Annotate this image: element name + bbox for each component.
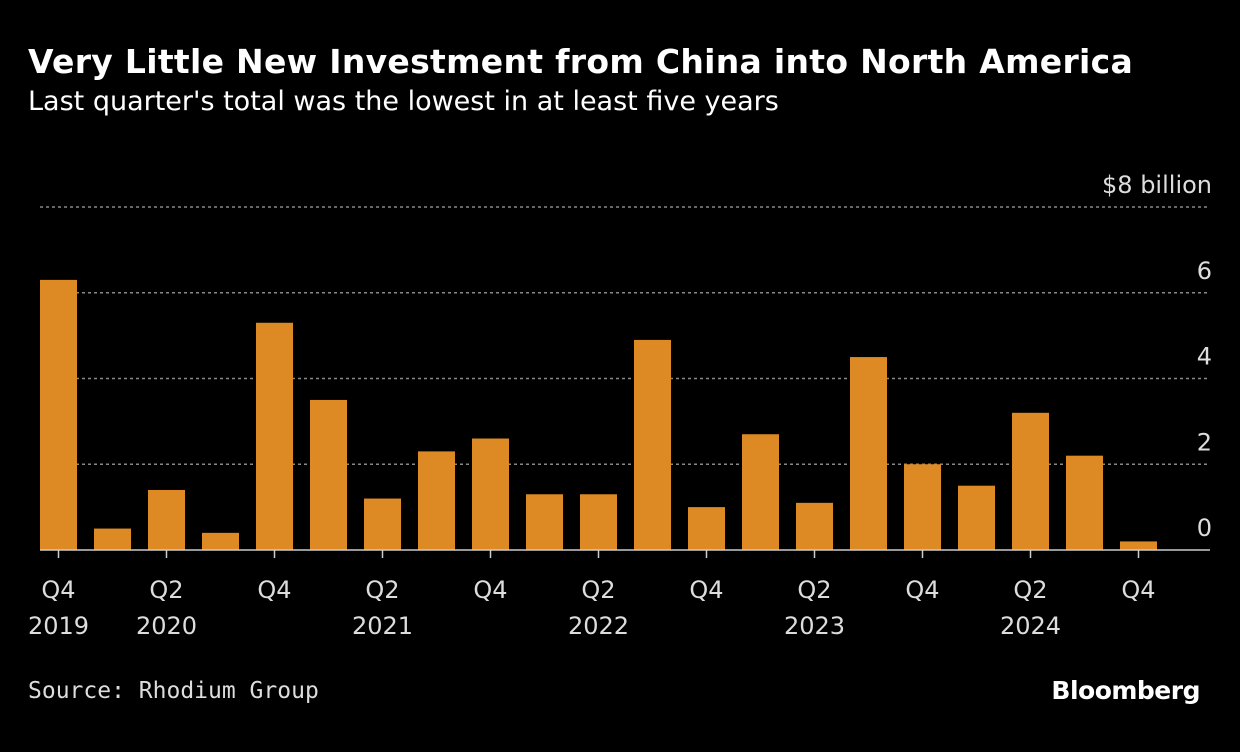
x-tick-year: 2021: [352, 612, 413, 640]
bar-q3-2022: [634, 339, 671, 550]
x-tick-label: Q4: [689, 576, 723, 604]
bar-q4-2020: [256, 322, 293, 550]
bar-q3-2021: [418, 451, 455, 550]
bar-q3-2023: [850, 357, 887, 550]
x-tick-label: Q2: [365, 576, 399, 604]
x-tick-label: Q4: [905, 576, 939, 604]
bar-q2-2021: [364, 498, 401, 550]
x-tick-year: 2019: [28, 612, 89, 640]
bar-q4-2019: [40, 279, 77, 550]
bar-q1-2022: [526, 494, 563, 550]
x-tick-year: 2022: [568, 612, 629, 640]
bar-q2-2020: [148, 489, 185, 550]
bar-q4-2023: [904, 464, 941, 550]
x-tick-year: 2020: [136, 612, 197, 640]
bar-q1-2021: [310, 399, 347, 550]
bar-q2-2024: [1012, 412, 1049, 550]
y-tick-label: 4: [1197, 343, 1212, 371]
bloomberg-logo: Bloomberg: [1051, 676, 1200, 705]
y-tick-label: 2: [1197, 428, 1212, 456]
bar-q2-2023: [796, 502, 833, 550]
bar-q4-2024: [1120, 541, 1157, 550]
source-note: Source: Rhodium Group: [28, 678, 319, 704]
bar-q1-2020: [94, 528, 131, 550]
bar-q3-2024: [1066, 455, 1103, 550]
x-tick-year: 2024: [1000, 612, 1061, 640]
bar-q1-2023: [742, 434, 779, 550]
x-tick-label: Q2: [149, 576, 183, 604]
chart-subtitle: Last quarter's total was the lowest in a…: [28, 86, 779, 117]
bar-q1-2024: [958, 485, 995, 550]
bar-q2-2022: [580, 494, 617, 550]
chart-title: Very Little New Investment from China in…: [28, 42, 1134, 81]
x-tick-label: Q4: [41, 576, 75, 604]
y-tick-label: 0: [1197, 514, 1212, 542]
x-tick-label: Q4: [257, 576, 291, 604]
bar-q4-2022: [688, 507, 725, 550]
y-tick-label: $8 billion: [1102, 171, 1212, 199]
x-tick-label: Q2: [797, 576, 831, 604]
x-tick-label: Q4: [1121, 576, 1155, 604]
bar-q4-2021: [472, 438, 509, 550]
x-tick-label: Q2: [581, 576, 615, 604]
x-tick-year: 2023: [784, 612, 845, 640]
x-tick-label: Q4: [473, 576, 507, 604]
bar-q3-2020: [202, 532, 239, 550]
x-tick-label: Q2: [1013, 576, 1047, 604]
y-tick-label: 6: [1197, 257, 1212, 285]
